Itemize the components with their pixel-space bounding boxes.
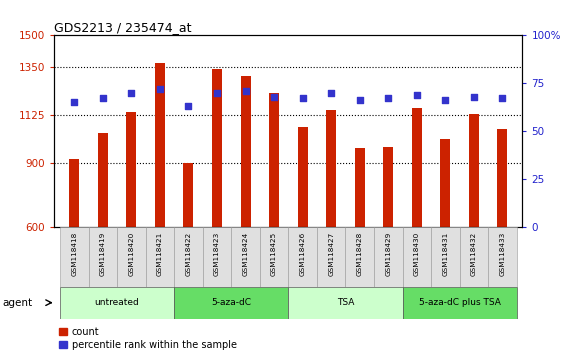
Legend: count, percentile rank within the sample: count, percentile rank within the sample [59, 327, 237, 350]
Point [70, 99, 79, 105]
Text: GSM118432: GSM118432 [471, 232, 477, 276]
Bar [60, 287, 174, 319]
Bar [174, 227, 203, 287]
Text: GSM118433: GSM118433 [500, 232, 505, 276]
Point [127, 90, 136, 96]
Bar [174, 287, 288, 319]
Bar [117, 227, 146, 287]
Point [469, 94, 478, 99]
Bar [431, 227, 460, 287]
Point [327, 90, 336, 96]
Bar [383, 147, 393, 227]
Bar [203, 227, 231, 287]
Bar [269, 93, 279, 227]
Point [155, 86, 164, 92]
Bar [146, 227, 174, 287]
Bar [155, 63, 165, 227]
Text: GSM118420: GSM118420 [128, 232, 134, 276]
Bar [89, 227, 117, 287]
Point [270, 94, 279, 99]
Text: GSM118418: GSM118418 [71, 232, 77, 276]
Bar [288, 287, 403, 319]
Text: 5-aza-dC plus TSA: 5-aza-dC plus TSA [419, 298, 501, 307]
Bar [60, 227, 89, 287]
Point [241, 88, 250, 94]
Point [298, 96, 307, 101]
Bar [440, 139, 451, 227]
Point [441, 98, 450, 103]
Text: GSM118431: GSM118431 [443, 232, 448, 276]
Text: GSM118424: GSM118424 [243, 232, 248, 276]
Bar [260, 227, 288, 287]
Text: GSM118429: GSM118429 [385, 232, 391, 276]
Text: agent: agent [3, 298, 33, 308]
Text: GSM118425: GSM118425 [271, 232, 277, 276]
Bar [460, 227, 488, 287]
Bar [355, 148, 365, 227]
Bar [183, 163, 194, 227]
Bar [326, 110, 336, 227]
Point [355, 98, 364, 103]
Bar [317, 227, 345, 287]
Bar [469, 114, 479, 227]
Bar [98, 133, 108, 227]
Bar [69, 159, 79, 227]
Text: GSM118419: GSM118419 [100, 232, 106, 276]
Bar [497, 129, 508, 227]
Text: GSM118426: GSM118426 [300, 232, 305, 276]
Bar [240, 76, 251, 227]
Bar [488, 227, 517, 287]
Text: GSM118423: GSM118423 [214, 232, 220, 276]
Text: 5-aza-dC: 5-aza-dC [211, 298, 251, 307]
Bar [288, 227, 317, 287]
Text: GDS2213 / 235474_at: GDS2213 / 235474_at [54, 21, 192, 34]
Point [184, 103, 193, 109]
Text: GSM118430: GSM118430 [414, 232, 420, 276]
Point [498, 96, 507, 101]
Point [98, 96, 107, 101]
Point [212, 90, 222, 96]
Point [384, 96, 393, 101]
Text: GSM118421: GSM118421 [157, 232, 163, 276]
Bar [212, 69, 222, 227]
Bar [403, 287, 517, 319]
Text: TSA: TSA [337, 298, 354, 307]
Bar [297, 127, 308, 227]
Bar [126, 112, 136, 227]
Point [412, 92, 421, 97]
Bar [231, 227, 260, 287]
Text: untreated: untreated [95, 298, 139, 307]
Bar [412, 108, 422, 227]
Bar [345, 227, 374, 287]
Text: GSM118422: GSM118422 [186, 232, 191, 276]
Text: GSM118427: GSM118427 [328, 232, 334, 276]
Bar [374, 227, 403, 287]
Bar [403, 227, 431, 287]
Text: GSM118428: GSM118428 [357, 232, 363, 276]
